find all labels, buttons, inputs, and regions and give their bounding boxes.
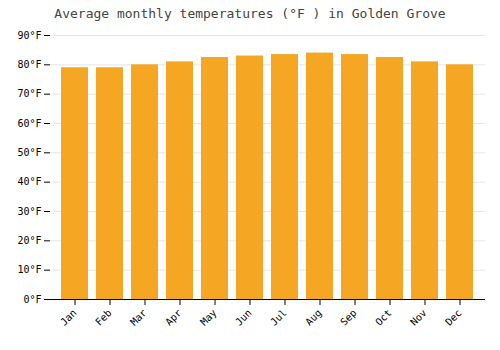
svg-text:0°F: 0°F — [23, 294, 41, 305]
svg-text:80°F: 80°F — [17, 59, 41, 70]
svg-text:50°F: 50°F — [17, 147, 41, 158]
svg-text:Feb: Feb — [93, 307, 114, 328]
svg-text:Apr: Apr — [163, 307, 184, 328]
svg-text:May: May — [198, 307, 219, 328]
svg-text:Mar: Mar — [128, 307, 149, 328]
svg-text:20°F: 20°F — [17, 235, 41, 246]
svg-text:Sep: Sep — [338, 307, 359, 328]
svg-text:30°F: 30°F — [17, 206, 41, 217]
svg-text:Dec: Dec — [443, 307, 464, 328]
svg-text:Jan: Jan — [58, 307, 79, 328]
svg-text:Jul: Jul — [268, 307, 289, 328]
svg-text:40°F: 40°F — [17, 176, 41, 187]
svg-text:70°F: 70°F — [17, 88, 41, 99]
svg-text:90°F: 90°F — [17, 30, 41, 41]
svg-text:Oct: Oct — [373, 307, 394, 328]
svg-text:60°F: 60°F — [17, 118, 41, 129]
svg-text:10°F: 10°F — [17, 264, 41, 275]
svg-text:Nov: Nov — [408, 307, 429, 328]
html-text:Average monthly temperatures (: Average monthly temperatures (°F ) in Go… — [54, 6, 446, 21]
svg-text:Jun: Jun — [233, 307, 254, 328]
svg-text:Aug: Aug — [303, 307, 324, 328]
